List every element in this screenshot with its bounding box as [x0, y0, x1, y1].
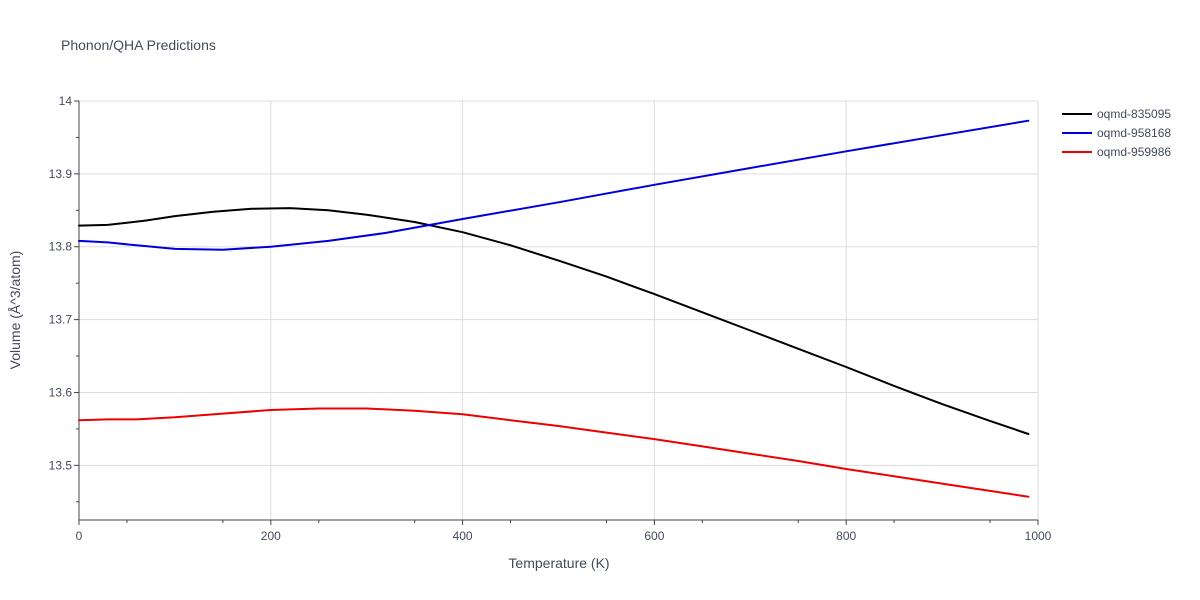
x-tick-label: 600	[644, 529, 664, 543]
legend-item-oqmd-959986[interactable]: oqmd-959986	[1062, 145, 1171, 159]
axes: 0 200 400 600 800 1000 13.5 13.6 13.7 13.8 13.9 14	[49, 94, 1052, 543]
x-tick-label: 400	[453, 529, 473, 543]
series-line-oqmd-959986[interactable]	[78, 407, 1030, 498]
grid	[79, 100, 1039, 520]
y-tick-label: 13.8	[49, 240, 73, 254]
legend-label: oqmd-835095	[1097, 107, 1171, 121]
x-tick-label: 200	[261, 529, 281, 543]
x-tick-label: 0	[76, 529, 83, 543]
x-tick-label: 800	[836, 529, 856, 543]
x-axis-label: Temperature (K)	[508, 555, 609, 571]
series-line-oqmd-835095[interactable]	[78, 207, 1030, 435]
x-tick-label: 1000	[1025, 529, 1052, 543]
legend-item-oqmd-835095[interactable]: oqmd-835095	[1062, 107, 1171, 121]
y-tick-label: 13.6	[49, 385, 73, 399]
series-line-oqmd-958168[interactable]	[78, 119, 1030, 251]
legend-label: oqmd-959986	[1097, 145, 1171, 159]
legend-item-oqmd-958168[interactable]: oqmd-958168	[1062, 126, 1171, 140]
y-tick-label: 13.7	[49, 313, 73, 327]
y-tick-label: 14	[59, 94, 73, 108]
y-tick-label: 13.9	[49, 167, 73, 181]
legend-label: oqmd-958168	[1097, 126, 1171, 140]
series-lines	[78, 119, 1030, 498]
legend[interactable]: oqmd-835095 oqmd-958168 oqmd-959986	[1062, 107, 1171, 159]
y-tick-label: 13.5	[49, 458, 73, 472]
y-axis-label: Volume (Å^3/atom)	[7, 251, 23, 370]
chart-title: Phonon/QHA Predictions	[61, 37, 216, 53]
